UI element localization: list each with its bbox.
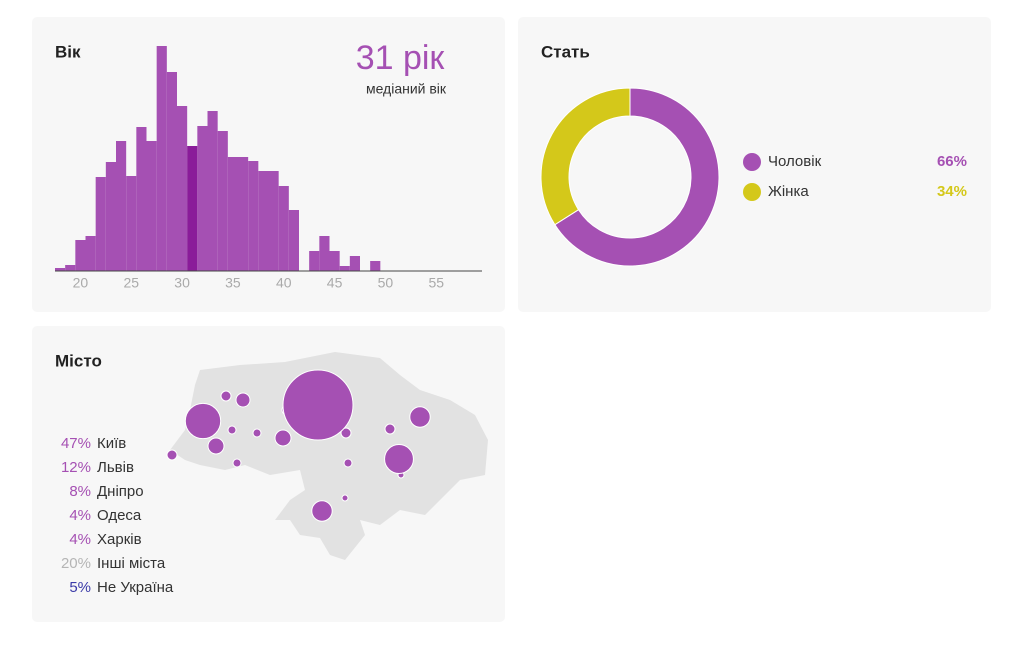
histogram-bar <box>278 186 289 271</box>
legend-value: 34% <box>937 183 967 200</box>
city-bubble-minor <box>252 428 262 438</box>
x-tick-label: 30 <box>174 275 190 291</box>
histogram-bar <box>136 127 147 271</box>
donut-slice <box>554 87 720 267</box>
histogram-bar <box>85 236 96 271</box>
histogram-bar <box>177 106 188 271</box>
histogram-bar <box>339 266 350 271</box>
histogram-bar <box>207 111 218 271</box>
city-share: 8% <box>69 483 91 500</box>
city-bubble-minor <box>220 390 232 402</box>
histogram-bar <box>187 146 198 271</box>
median-caption: медіаний вік <box>366 81 447 97</box>
histogram-bar <box>105 162 116 271</box>
city-share: 47% <box>61 435 91 452</box>
city-name: Дніпро <box>97 483 144 500</box>
city-bubble <box>409 406 431 428</box>
city-bubble-minor <box>166 449 178 461</box>
ukraine-map <box>170 352 488 560</box>
x-tick-label: 45 <box>327 275 343 291</box>
histogram-bar <box>146 141 157 271</box>
city-bubble-minor <box>343 458 353 468</box>
city-bubble-minor <box>232 458 242 468</box>
x-tick-label: 25 <box>123 275 139 291</box>
city-name: Не Україна <box>97 579 174 596</box>
city-bubble-minor <box>341 494 349 502</box>
city-share: 12% <box>61 459 91 476</box>
legend-swatch <box>743 153 761 171</box>
city-bubble-minor <box>235 392 251 408</box>
histogram-bar <box>238 157 249 271</box>
city-share: 20% <box>61 555 91 572</box>
city-share: 4% <box>69 507 91 524</box>
x-tick-label: 40 <box>276 275 292 291</box>
city-bubble <box>282 369 354 441</box>
histogram-bar <box>329 251 340 271</box>
histogram-bar <box>258 171 269 271</box>
city-name: Інші міста <box>97 555 166 572</box>
histogram-bar <box>227 157 238 271</box>
histogram-bar <box>268 171 279 271</box>
donut-slice <box>540 87 631 226</box>
city-bubble <box>184 402 222 440</box>
city-name: Харків <box>97 531 142 548</box>
city-name: Одеса <box>97 507 142 524</box>
x-tick-label: 35 <box>225 275 241 291</box>
city-bubble-minor <box>384 423 396 435</box>
histogram-bar <box>319 236 330 271</box>
median-value: 31 рік <box>356 39 446 77</box>
histogram-bar <box>309 251 320 271</box>
histogram-bar <box>248 161 259 271</box>
city-bubble-minor <box>207 437 225 455</box>
histogram-bar <box>197 126 208 271</box>
histogram-bar <box>55 268 66 271</box>
panel-title: Вік <box>55 42 81 61</box>
histogram-bar <box>126 176 137 271</box>
legend-label: Жінка <box>768 183 809 200</box>
city-bubble <box>384 444 414 474</box>
histogram-bar <box>217 131 228 271</box>
x-tick-label: 50 <box>378 275 394 291</box>
histogram-bar <box>65 265 76 271</box>
histogram-bar <box>116 141 127 271</box>
city-bubble-minor <box>227 425 237 435</box>
histogram-bar <box>166 72 177 271</box>
panel-title: Стать <box>541 42 590 61</box>
city-share: 4% <box>69 531 91 548</box>
legend-swatch <box>743 183 761 201</box>
city-bubble-minor <box>274 429 292 447</box>
legend-value: 66% <box>937 153 967 170</box>
x-tick-label: 55 <box>428 275 444 291</box>
city-share: 5% <box>69 579 91 596</box>
histogram-bar <box>288 210 299 271</box>
legend-label: Чоловік <box>768 153 822 170</box>
city-name: Львів <box>97 459 134 476</box>
histogram-bar <box>95 177 106 271</box>
city-bubble <box>311 500 333 522</box>
histogram-bar <box>370 261 381 271</box>
histogram-bar <box>75 240 86 271</box>
histogram-bar <box>156 46 167 271</box>
city-name: Київ <box>97 435 126 452</box>
panel-title: Місто <box>55 351 102 370</box>
histogram-bar <box>349 256 360 271</box>
city-bubble-minor <box>340 427 352 439</box>
x-tick-label: 20 <box>73 275 89 291</box>
